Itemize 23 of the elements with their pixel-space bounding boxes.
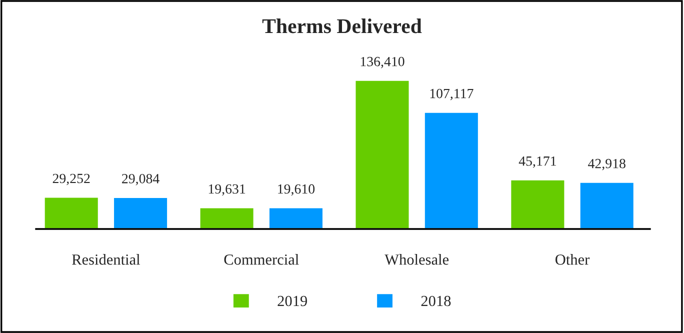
bar [268, 206, 324, 229]
bar [578, 181, 635, 229]
bar [198, 206, 255, 229]
x-tick-label: Commercial [224, 254, 299, 265]
bar [43, 196, 100, 229]
data-label: 136,410 [360, 56, 404, 68]
x-tick-label: Residential [72, 254, 140, 265]
data-label: 107,117 [430, 88, 474, 100]
data-label: 45,171 [518, 156, 556, 168]
x-tick-label: Wholesale [384, 254, 449, 265]
x-tick-label: Other [556, 254, 590, 265]
data-label: 29,084 [122, 174, 160, 186]
bar [354, 79, 410, 229]
data-label: 42,918 [588, 158, 626, 170]
bar [112, 196, 168, 229]
bar [510, 179, 566, 229]
bar [424, 111, 480, 229]
legend-label: 2018 [421, 296, 451, 306]
data-label: 19,610 [278, 184, 315, 196]
legend-label: 2019 [278, 296, 307, 306]
data-label: 29,252 [52, 174, 90, 186]
data-label: 19,631 [208, 184, 246, 196]
chart-title: Therms Delivered [262, 18, 422, 34]
